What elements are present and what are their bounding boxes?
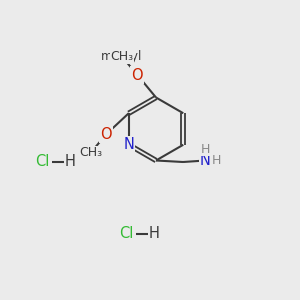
Text: CH₃: CH₃ xyxy=(79,146,102,159)
Text: methyl: methyl xyxy=(101,50,142,63)
Text: Cl: Cl xyxy=(119,226,133,242)
Text: H: H xyxy=(201,142,210,156)
Text: CH₃: CH₃ xyxy=(110,50,134,63)
Text: Cl: Cl xyxy=(35,154,49,169)
Text: H: H xyxy=(212,154,222,167)
Text: H: H xyxy=(149,226,160,242)
Text: O: O xyxy=(132,68,143,82)
Text: N: N xyxy=(200,153,211,168)
Text: O: O xyxy=(100,127,112,142)
Text: H: H xyxy=(65,154,76,169)
Text: N: N xyxy=(123,137,134,152)
